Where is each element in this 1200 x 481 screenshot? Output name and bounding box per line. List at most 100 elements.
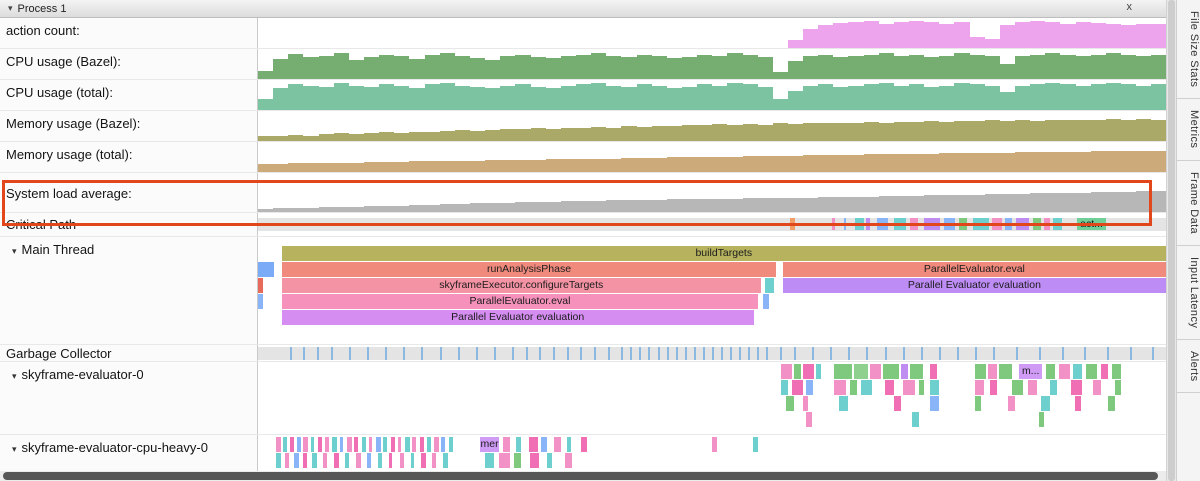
mem-bazel-track[interactable] [258,111,1166,141]
slice-parallel-evaluator-evaluation[interactable]: Parallel Evaluator evaluation [782,278,1166,293]
slice[interactable] [1107,396,1116,411]
slice[interactable] [893,218,907,230]
gc-event-tick[interactable] [993,347,996,360]
slice[interactable] [303,453,308,468]
gc-event-tick[interactable] [621,347,624,360]
gc-event-tick[interactable] [675,347,678,360]
mem-total-track[interactable] [258,142,1166,172]
slice[interactable] [530,453,540,468]
slice[interactable] [781,380,789,395]
slice[interactable] [1040,396,1050,411]
slice[interactable] [1044,218,1050,230]
gc-event-tick[interactable] [1061,347,1064,360]
slice[interactable] [368,437,373,452]
slice[interactable] [975,396,981,411]
slice-parallelevaluator-eval[interactable]: ParallelEvaluator.eval [281,294,759,309]
slice[interactable] [860,380,872,395]
slice[interactable] [923,218,940,230]
vertical-scrollbar[interactable] [1166,0,1176,481]
slice[interactable] [345,453,349,468]
skyframe-evaluator-cpu-heavy-0-flamechart[interactable]: mer [258,435,1166,471]
slice[interactable] [503,437,511,452]
slice[interactable] [893,396,901,411]
slice[interactable] [1073,364,1083,379]
slice[interactable] [943,218,956,230]
gc-event-tick[interactable] [848,347,851,360]
slice[interactable] [791,380,803,395]
slice[interactable] [1070,380,1082,395]
slice[interactable] [781,364,792,379]
slice[interactable] [1111,364,1121,379]
slice[interactable] [869,364,881,379]
slice[interactable] [361,437,367,452]
gc-event-tick[interactable] [939,347,941,360]
slice[interactable] [975,380,985,395]
gc-event-tick[interactable] [580,347,583,360]
chevron-down-icon[interactable]: ▾ [12,246,17,256]
horizontal-scrollbar-thumb[interactable] [3,472,1158,480]
slice[interactable] [566,437,572,452]
horizontal-scrollbar[interactable] [0,471,1166,481]
slice[interactable] [258,278,264,293]
gc-event-tick[interactable] [739,347,742,360]
gc-event-tick[interactable] [512,347,515,360]
slice[interactable] [975,364,987,379]
gc-event-tick[interactable] [657,347,660,360]
gc-event-tick[interactable] [920,347,923,360]
slice[interactable] [339,437,344,452]
gc-event-tick[interactable] [385,347,388,360]
slice[interactable] [317,437,323,452]
slice[interactable] [764,278,774,293]
slice[interactable] [541,437,547,452]
slice[interactable] [843,218,847,230]
slice[interactable] [410,453,415,468]
gc-event-tick[interactable] [330,347,333,360]
slice[interactable] [882,364,900,379]
gc-event-tick[interactable] [494,347,497,360]
slice-runanalysisphase[interactable]: runAnalysisPhase [281,262,777,277]
tab-file-size-stats[interactable]: File Size Stats [1177,0,1200,100]
slice[interactable] [1011,380,1023,395]
slice[interactable] [432,453,436,468]
slice-buildtargets[interactable]: buildTargets [281,246,1166,261]
slice[interactable] [991,218,1002,230]
gc-event-tick[interactable] [730,347,733,360]
slice[interactable] [356,453,361,468]
gc-event-tick[interactable] [957,347,960,360]
slice-mer[interactable]: mer [480,437,499,452]
slice[interactable] [972,218,989,230]
gc-event-tick[interactable] [666,347,669,360]
slice[interactable] [354,437,358,452]
slice[interactable] [399,453,405,468]
slice[interactable] [902,380,916,395]
slice[interactable] [419,437,425,452]
slice[interactable] [1027,380,1038,395]
gc-event-tick[interactable] [421,347,424,360]
vertical-scrollbar-thumb[interactable] [1168,0,1175,481]
tab-alerts[interactable]: Alerts [1177,340,1200,394]
gc-event-tick[interactable] [757,347,760,360]
slice[interactable] [276,437,281,452]
slice[interactable] [1032,218,1041,230]
sys-load-track[interactable] [258,173,1166,212]
gc-event-tick[interactable] [684,347,687,360]
slice[interactable] [866,218,870,230]
gc-track[interactable] [258,345,1166,361]
slice[interactable] [884,380,894,395]
slice[interactable] [514,453,522,468]
slice[interactable] [802,364,814,379]
gc-event-tick[interactable] [303,347,306,360]
slice-parallel-evaluator-evaluation[interactable]: Parallel Evaluator evaluation [281,310,754,325]
slice[interactable] [1008,396,1016,411]
slice[interactable] [1038,412,1045,427]
critical-path-track[interactable]: act... [258,213,1166,236]
gc-event-tick[interactable] [748,347,751,360]
gc-event-tick[interactable] [607,347,610,360]
slice[interactable] [1053,218,1063,230]
gc-event-tick[interactable] [780,347,783,360]
slice[interactable] [443,453,448,468]
gc-event-tick[interactable] [702,347,705,360]
tab-frame-data[interactable]: Frame Data [1177,161,1200,246]
gc-event-tick[interactable] [811,347,814,360]
gc-event-tick[interactable] [884,347,887,360]
